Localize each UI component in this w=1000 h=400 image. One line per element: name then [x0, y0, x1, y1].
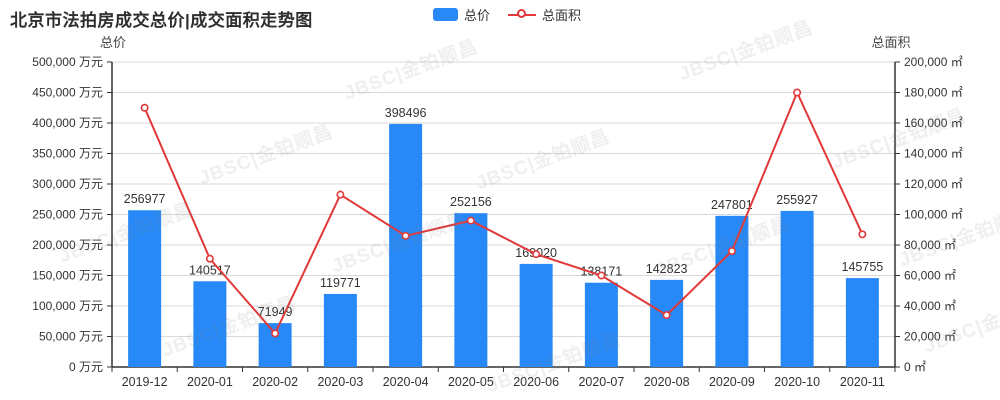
right-axis-tick-label: 160,000 ㎡: [904, 116, 963, 130]
bar-value-label-2019-12: 256977: [124, 192, 166, 206]
right-axis-tick-label: 200,000 ㎡: [904, 55, 963, 69]
left-axis-tick-label: 150,000 万元: [32, 269, 103, 283]
line-marker-2020-06[interactable]: [532, 250, 541, 259]
bar-value-label-2020-11: 145755: [842, 260, 884, 274]
left-axis-tick-label: 250,000 万元: [32, 208, 103, 222]
legend: 总价 总面积: [433, 5, 581, 24]
bar-value-label-2020-08: 142823: [646, 262, 688, 276]
left-axis-tick-label: 350,000 万元: [32, 147, 103, 161]
right-axis-tick-label: 120,000 ㎡: [904, 177, 963, 191]
left-axis-tick-label: 100,000 万元: [32, 299, 103, 313]
right-axis-title: 总面积: [871, 35, 911, 50]
right-axis-tick-label: 60,000 ㎡: [904, 269, 956, 283]
bar-value-label-2020-03: 119771: [320, 276, 361, 290]
legend-label-total-area: 总面积: [542, 8, 582, 23]
x-axis-label-2020-08: 2020-08: [644, 375, 690, 389]
bar-value-label-2020-01: 140517: [189, 263, 231, 277]
x-axis-label-2020-01: 2020-01: [187, 375, 233, 389]
line-marker-2020-01[interactable]: [205, 254, 214, 263]
bar-2020-06[interactable]: [519, 263, 553, 367]
line-marker-2019-12[interactable]: [140, 103, 149, 112]
area-trend-line: [143, 89, 864, 336]
bar-2020-03[interactable]: [323, 293, 357, 367]
x-axis-label-2020-11: 2020-11: [840, 375, 885, 389]
line-marker-2020-04[interactable]: [401, 231, 410, 240]
line-marker-2020-11[interactable]: [858, 230, 867, 239]
right-axis-tick-label: 0 ㎡: [904, 360, 926, 374]
legend-label-total-price: 总价: [464, 8, 491, 23]
legend-item-total-area[interactable]: 总面积: [508, 5, 581, 24]
line-marker-2020-10[interactable]: [793, 88, 802, 97]
x-axis-label-2020-07: 2020-07: [578, 375, 624, 389]
legend-item-total-price[interactable]: 总价: [433, 5, 490, 24]
x-axis-label-2020-04: 2020-04: [383, 375, 429, 389]
bar-2020-10[interactable]: [780, 210, 814, 367]
x-axis-label-2020-10: 2020-10: [774, 375, 820, 389]
x-axis-label-2019-12: 2019-12: [122, 375, 168, 389]
left-axis-tick-label: 0 万元: [69, 360, 103, 374]
line-marker-2020-03[interactable]: [336, 190, 345, 199]
right-axis-tick-label: 140,000 ㎡: [904, 147, 963, 161]
bar-2020-07[interactable]: [584, 282, 618, 367]
left-axis-tick-label: 200,000 万元: [32, 238, 103, 252]
x-axis-label-2020-02: 2020-02: [252, 375, 298, 389]
right-axis-tick-label: 180,000 ㎡: [904, 86, 963, 100]
left-axis-tick-label: 50,000 万元: [39, 330, 103, 344]
x-axis-label-2020-06: 2020-06: [513, 375, 559, 389]
bar-2020-11[interactable]: [845, 278, 879, 367]
line-marker-2020-09[interactable]: [727, 247, 736, 256]
bar-value-label-2020-05: 252156: [450, 195, 492, 209]
right-axis-tick-label: 80,000 ㎡: [904, 238, 956, 252]
right-axis-tick-label: 40,000 ㎡: [904, 299, 956, 313]
line-swatch-icon: [508, 8, 537, 21]
bar-2020-08[interactable]: [650, 279, 684, 367]
line-marker-2020-07[interactable]: [597, 271, 606, 280]
left-axis-tick-label: 500,000 万元: [32, 55, 103, 69]
left-axis-tick-label: 450,000 万元: [32, 86, 103, 100]
bar-2020-01[interactable]: [193, 281, 227, 367]
right-axis-tick-label: 100,000 ㎡: [904, 208, 963, 222]
bar-2020-05[interactable]: [454, 213, 488, 367]
chart-title: 北京市法拍房成交总价|成交面积走势图: [10, 11, 313, 30]
bar-2019-12[interactable]: [128, 210, 162, 367]
left-axis-tick-label: 300,000 万元: [32, 177, 103, 191]
line-swatch-marker-icon: [517, 9, 527, 18]
x-axis-label-2020-03: 2020-03: [317, 375, 363, 389]
x-axis-label-2020-09: 2020-09: [709, 375, 755, 389]
bar-value-label-2020-09: 247801: [711, 198, 753, 212]
left-axis-title: 总价: [99, 35, 127, 50]
bar-2020-09[interactable]: [715, 215, 749, 367]
line-marker-2020-08[interactable]: [662, 311, 671, 320]
bar-swatch-icon: [433, 8, 458, 21]
left-axis-tick-label: 400,000 万元: [32, 116, 103, 130]
bar-value-label-2020-04: 398496: [385, 106, 427, 120]
bar-2020-04[interactable]: [389, 123, 423, 367]
x-axis-label-2020-05: 2020-05: [448, 375, 494, 389]
line-marker-2020-02[interactable]: [271, 329, 280, 338]
bar-value-label-2020-10: 255927: [776, 193, 818, 207]
right-axis-tick-label: 20,000 ㎡: [904, 330, 956, 344]
line-marker-2020-05[interactable]: [466, 216, 475, 225]
